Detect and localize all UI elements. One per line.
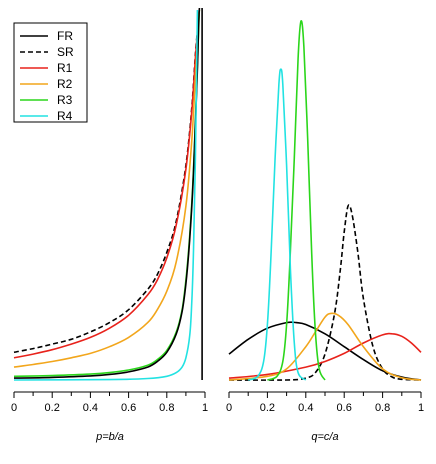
x-tick-label: 1 bbox=[202, 402, 208, 414]
series-line-r3 bbox=[267, 20, 326, 381]
left-panel: 0 0.2 0.4 0.6 0.8 1 p=b/a bbox=[11, 8, 208, 443]
legend-label: R4 bbox=[57, 109, 73, 123]
series-line-r1 bbox=[228, 332, 422, 379]
series-line-r2 bbox=[13, 9, 201, 368]
series-line-r1 bbox=[13, 9, 201, 359]
series-line-r4 bbox=[247, 68, 307, 381]
legend-label: R2 bbox=[57, 77, 73, 91]
x-tick-label: 0.4 bbox=[83, 402, 98, 414]
x-tick-label: 0.6 bbox=[121, 402, 136, 414]
x-tick-label: 0.4 bbox=[298, 402, 313, 414]
x-tick-label: 0 bbox=[11, 402, 17, 414]
series-line-sr bbox=[228, 204, 422, 381]
x-axis-label: q=c/a bbox=[311, 431, 338, 443]
x-tick-label: 0.8 bbox=[375, 402, 390, 414]
legend-label: R1 bbox=[57, 61, 73, 75]
plot-area bbox=[228, 20, 422, 381]
legend-label: FR bbox=[57, 29, 73, 43]
x-tick-label: 1 bbox=[418, 402, 424, 414]
x-tick-label: 0.6 bbox=[337, 402, 352, 414]
x-tick-label: 0.8 bbox=[159, 402, 174, 414]
legend-box bbox=[13, 22, 88, 123]
legend-label: R3 bbox=[57, 93, 73, 107]
x-tick-label: 0.2 bbox=[45, 402, 60, 414]
legend: FR SR R1 R2 R3 R4 bbox=[13, 22, 88, 123]
plot-area bbox=[13, 8, 203, 381]
x-tick-label: 0 bbox=[226, 402, 232, 414]
series-line-r2 bbox=[228, 312, 422, 381]
series-line-fr bbox=[228, 321, 422, 381]
x-axis-label: p=b/a bbox=[95, 431, 124, 443]
series-line-r4 bbox=[13, 9, 199, 381]
right-panel: 0 0.2 0.4 0.6 0.8 1 q=c/a bbox=[226, 20, 424, 443]
x-tick-label: 0.2 bbox=[260, 402, 275, 414]
legend-label: SR bbox=[57, 45, 74, 59]
